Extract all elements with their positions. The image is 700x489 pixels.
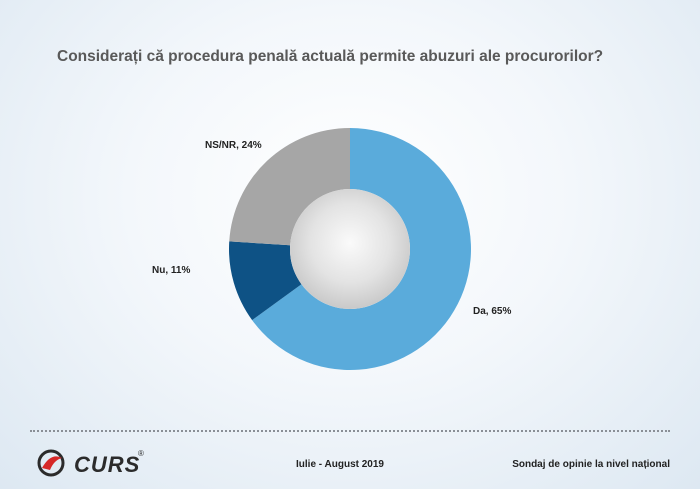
slice-nu [229, 241, 302, 321]
logo-text: CURS [74, 452, 141, 477]
slice-da [252, 128, 471, 370]
donut-slices [229, 128, 471, 370]
logo-registered-mark: ® [138, 449, 144, 458]
slice-label-nu: Nu, 11% [152, 265, 190, 276]
footer-period: Iulie - August 2019 [296, 459, 384, 470]
footer-divider [30, 430, 670, 432]
donut-hole [290, 189, 410, 309]
slice-nsnr [229, 128, 350, 246]
slice-label-da: Da, 65% [473, 306, 511, 317]
chart-title: Considerați că procedura penală actuală … [57, 48, 604, 65]
slice-label-nsnr: NS/NR, 24% [205, 140, 262, 151]
curs-logo-icon [37, 449, 65, 477]
footer-survey: Sondaj de opinie la nivel național [512, 459, 670, 470]
